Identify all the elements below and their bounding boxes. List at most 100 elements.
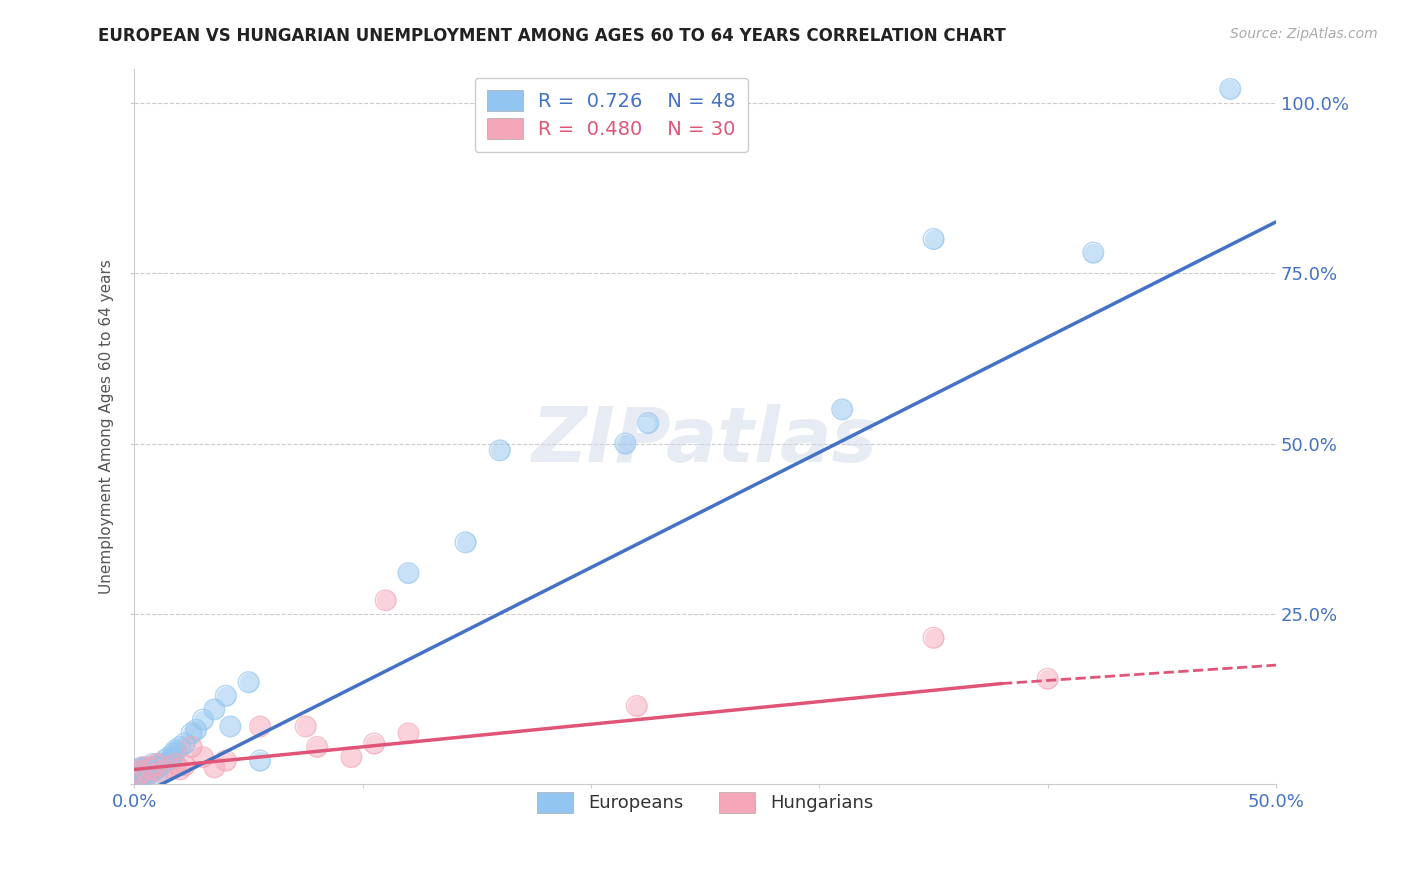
Point [125,767,148,781]
Point [142,763,165,777]
Point [191,713,214,727]
Point [173,737,195,751]
Point [1219,82,1241,96]
Point [186,723,208,737]
Y-axis label: Unemployment Among Ages 60 to 64 years: Unemployment Among Ages 60 to 64 years [100,259,114,594]
Point [173,758,195,772]
Point [125,764,148,778]
Point [294,719,316,733]
Point [374,593,396,607]
Point [135,765,157,780]
Point [125,771,148,785]
Point [136,763,159,777]
Point [186,723,208,737]
Point [142,756,165,771]
Point [1083,245,1105,260]
Point [125,764,148,778]
Point [191,750,214,764]
Point [142,764,165,778]
Point [169,763,191,777]
Point [169,739,191,754]
Point [128,767,150,781]
Point [150,756,173,771]
Point [249,719,271,733]
Point [363,737,385,751]
Point [135,760,157,774]
Point [132,767,155,781]
Point [249,754,271,768]
Point [139,765,162,780]
Point [626,699,648,714]
Point [162,747,184,761]
Point [249,719,271,733]
Point [398,726,420,740]
Point [128,771,150,785]
Text: ZIPatlas: ZIPatlas [533,404,879,478]
Point [169,763,191,777]
Point [125,764,148,778]
Point [398,726,420,740]
Point [142,763,165,777]
Point [132,764,155,778]
Point [249,754,271,768]
Point [128,771,150,785]
Point [191,750,214,764]
Point [125,771,148,785]
Point [374,593,396,607]
Point [142,756,165,771]
Point [180,726,202,740]
Point [614,436,637,450]
Point [139,760,162,774]
Point [294,719,316,733]
Point [626,699,648,714]
Text: Source: ZipAtlas.com: Source: ZipAtlas.com [1230,27,1378,41]
Point [454,535,477,549]
Point [1036,672,1059,686]
Point [125,767,148,781]
Point [157,750,180,764]
Point [128,765,150,780]
Point [131,760,153,774]
Point [215,689,238,703]
Point [142,764,165,778]
Point [136,763,159,777]
Point [922,232,945,246]
Point [1036,672,1059,686]
Point [165,743,187,757]
Point [131,769,153,783]
Point [135,765,157,780]
Point [131,765,153,780]
Point [173,758,195,772]
Point [363,737,385,751]
Point [637,416,659,430]
Point [143,758,166,772]
Point [488,443,510,458]
Point [131,760,153,774]
Point [153,754,176,768]
Point [165,756,187,771]
Point [146,767,169,781]
Point [150,765,173,780]
Point [340,750,363,764]
Point [132,760,155,774]
Point [136,767,159,781]
Point [157,760,180,774]
Point [157,750,180,764]
Point [831,402,853,417]
Point [146,760,169,774]
Point [398,566,420,580]
Point [215,754,238,768]
Point [191,713,214,727]
Point [307,739,329,754]
Point [202,702,225,716]
Point [1219,82,1241,96]
Point [215,754,238,768]
Point [135,769,157,783]
Point [139,765,162,780]
Point [146,756,169,771]
Point [614,436,637,450]
Point [307,739,329,754]
Point [150,765,173,780]
Point [202,702,225,716]
Point [131,765,153,780]
